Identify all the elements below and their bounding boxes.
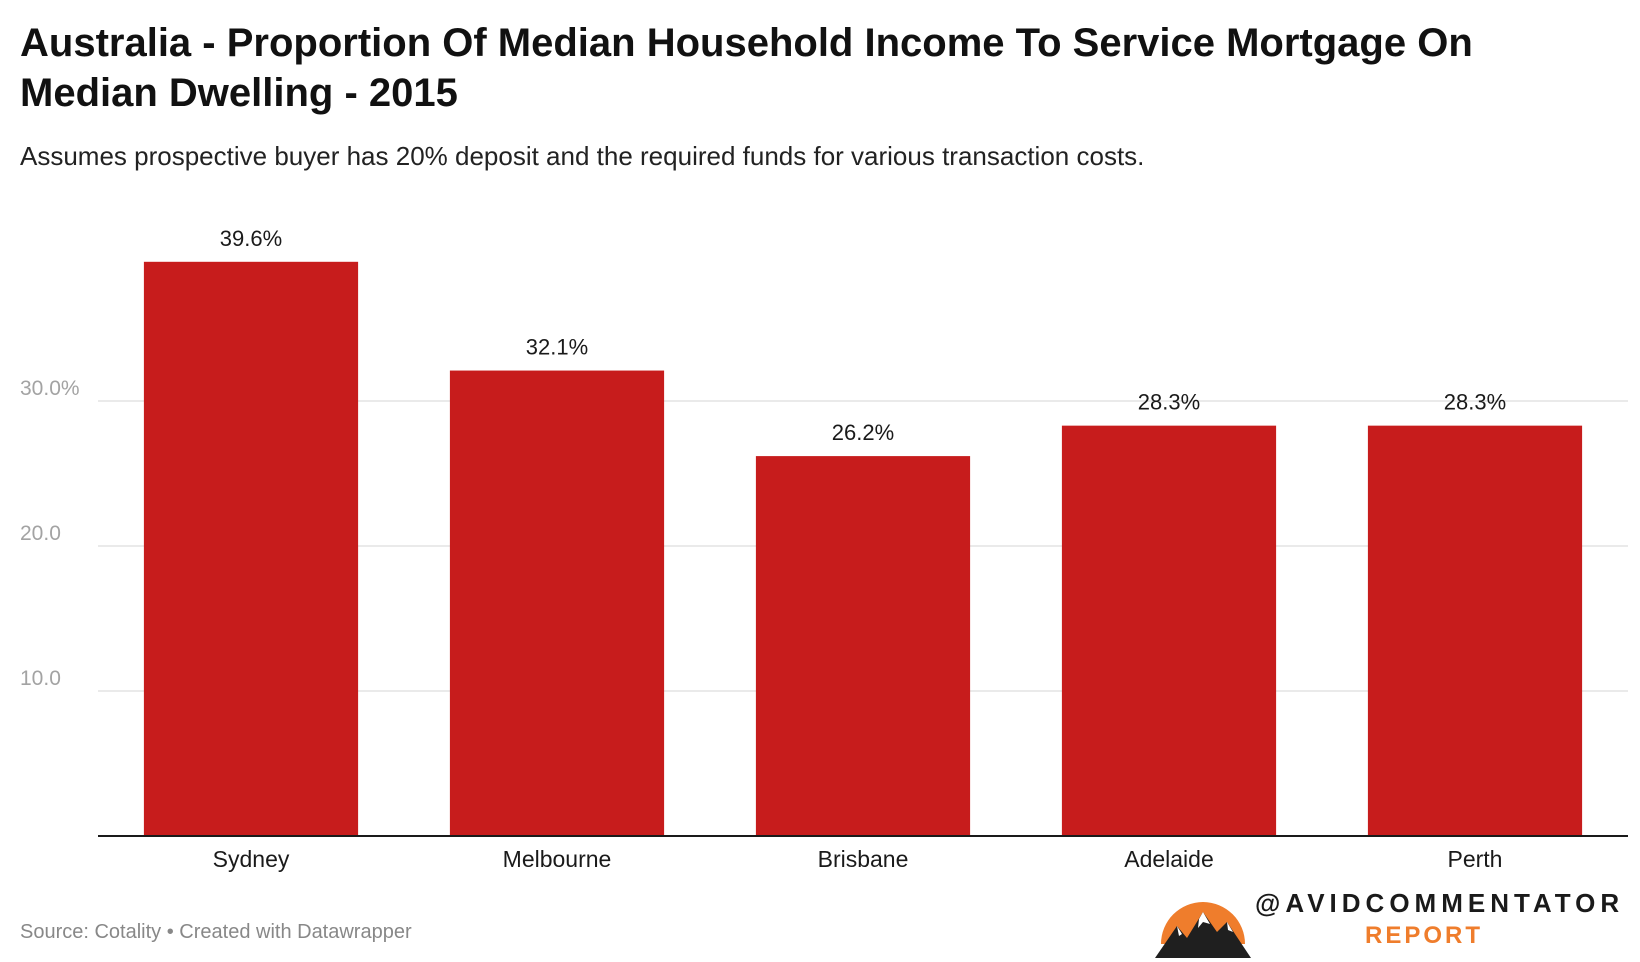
bar-perth	[1367, 425, 1583, 836]
bar-melbourne	[449, 370, 665, 836]
data-label: 28.3%	[1138, 390, 1200, 415]
x-tick-label: Sydney	[213, 846, 290, 872]
data-labels: 39.6% 32.1% 26.2% 28.3% 28.3%	[220, 226, 1506, 445]
y-tick-label: 10.0	[20, 667, 61, 690]
brand-logo: @AVIDCOMMENTATOR REPORT	[1155, 888, 1619, 960]
chart-subtitle: Assumes prospective buyer has 20% deposi…	[20, 141, 1145, 171]
x-tick-label: Adelaide	[1124, 846, 1214, 872]
mountain-sun-icon	[1155, 902, 1251, 958]
chart-title: Australia - Proportion Of Median Househo…	[20, 21, 1473, 115]
data-label: 32.1%	[526, 335, 588, 360]
x-axis-tick-labels: Sydney Melbourne Brisbane Adelaide Perth	[213, 846, 1503, 872]
bar-adelaide	[1061, 425, 1277, 836]
data-label: 28.3%	[1444, 390, 1506, 415]
x-tick-label: Perth	[1448, 846, 1503, 872]
bar-sydney	[143, 261, 359, 836]
data-label: 26.2%	[832, 420, 894, 445]
y-tick-label: 30.0%	[20, 377, 80, 400]
bars	[143, 261, 1583, 836]
logo-handle-text: @AVIDCOMMENTATOR	[1255, 888, 1625, 918]
source-footer: Source: Cotality • Created with Datawrap…	[20, 921, 412, 943]
x-tick-label: Brisbane	[818, 846, 909, 872]
bar-brisbane	[755, 456, 971, 836]
data-label: 39.6%	[220, 226, 282, 251]
y-axis-tick-labels: 10.0 20.0 30.0%	[20, 377, 80, 690]
y-tick-label: 20.0	[20, 522, 61, 545]
x-tick-label: Melbourne	[503, 846, 612, 872]
logo-report-text: REPORT	[1365, 922, 1484, 949]
bar-chart: 10.020.030.0% 39.6%32.1%26.2%28.3% 28.3% …	[20, 226, 1628, 872]
